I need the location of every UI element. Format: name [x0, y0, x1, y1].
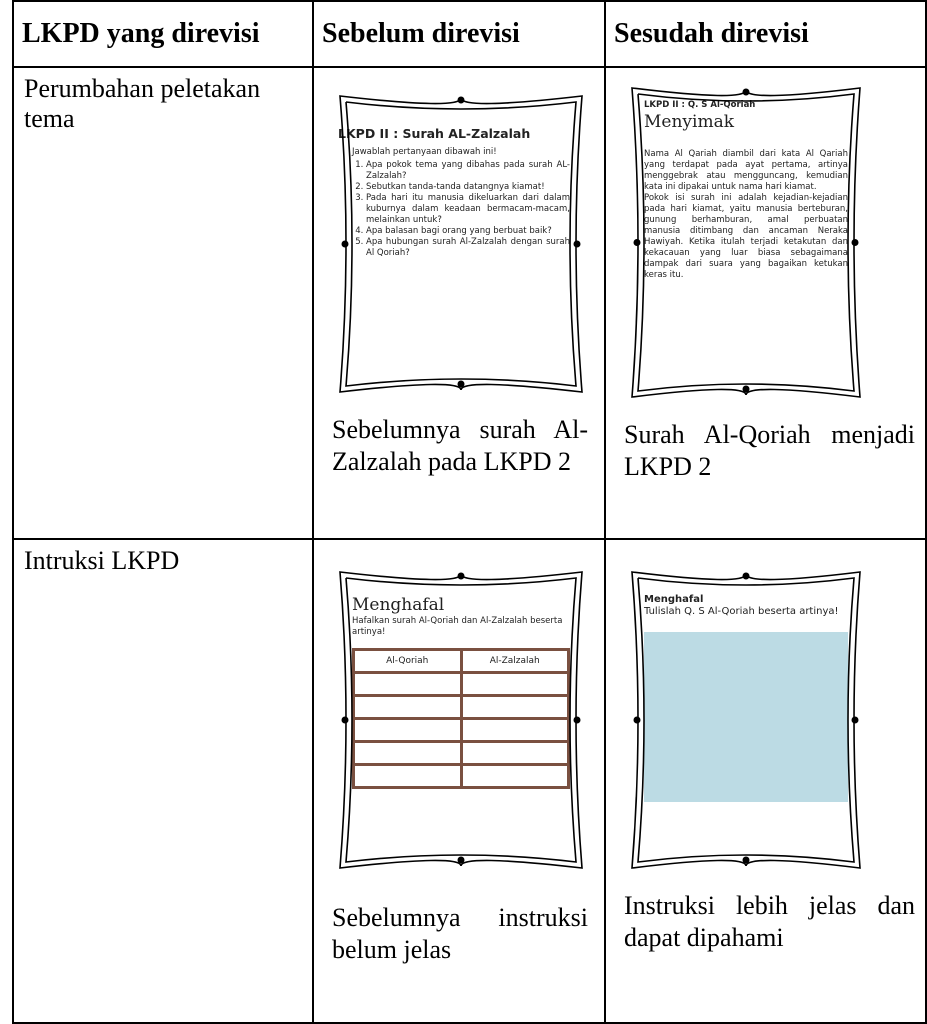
- caption: Sebelumnya surah Al-Zalzalah pada LKPD 2: [332, 415, 588, 476]
- column-header: Al-Qoriah: [352, 648, 463, 674]
- ornament: [633, 239, 641, 246]
- worksheet-title: LKPD II : Q. S Al-Qoriah: [644, 100, 756, 110]
- ornament: [341, 716, 349, 724]
- ornament: [851, 239, 859, 246]
- ornament-frame: [631, 571, 861, 869]
- row-label: Intruksi LKPD: [12, 538, 314, 1024]
- frame-line: [339, 571, 583, 869]
- ornament-frame: [339, 571, 583, 869]
- ornament: [633, 716, 641, 724]
- ornament: [457, 96, 465, 104]
- ornament: [457, 380, 465, 388]
- question: Apa pokok tema yang dibahas pada surah A…: [366, 160, 570, 182]
- header-cell: Sesudah direvisi: [604, 0, 927, 68]
- revision-table: LKPD yang direvisi Sebelum direvisi Sesu…: [12, 0, 927, 1024]
- ornament-frame: [339, 95, 583, 393]
- ornament: [573, 240, 581, 248]
- paragraph: Pokok isi surah ini adalah kejadian-keja…: [644, 193, 848, 280]
- worksheet: LKPD II : Surah AL-Zalzalah Jawablah per…: [332, 88, 590, 400]
- ornament: [573, 716, 581, 724]
- worksheet: Menghafal Tulislah Q. S Al-Qoriah besert…: [624, 564, 868, 876]
- row-label: Perumbahan peletakan tema: [12, 66, 314, 540]
- caption: Sebelumnya instruksi belum jelas: [332, 903, 588, 964]
- paragraph: Nama Al Qariah diambil dari kata Al Qari…: [644, 149, 848, 192]
- ornament: [742, 572, 750, 580]
- frame-line: [631, 87, 861, 398]
- header-cell: Sebelum direvisi: [312, 0, 606, 68]
- worksheet-heading: Menghafal: [644, 594, 704, 605]
- worksheet-heading: Menghafal: [352, 595, 445, 615]
- frame-line: [631, 571, 861, 869]
- question: Pada hari itu manusia dikeluarkan dari d…: [366, 193, 570, 226]
- worksheet-title: LKPD II : Surah AL-Zalzalah: [338, 126, 531, 141]
- memorize-table: Al-Qoriah Al-Zalzalah: [352, 648, 570, 789]
- worksheet-text: Hafalkan surah Al-Qoriah dan Al-Zalzalah…: [352, 616, 563, 637]
- header-row: LKPD yang direvisi Sebelum direvisi Sesu…: [12, 0, 927, 68]
- worksheet: Menghafal Hafalkan surah Al-Qoriah dan A…: [332, 564, 590, 876]
- ornament: [742, 88, 750, 96]
- answer-area: [644, 632, 848, 802]
- worksheet-intro: Jawablah pertanyaan dibawah ini!: [352, 147, 497, 157]
- ornament: [457, 572, 465, 580]
- cell: Menghafal Hafalkan surah Al-Qoriah dan A…: [312, 538, 606, 1024]
- frame-line: [339, 95, 583, 393]
- row: Intruksi LKPD Menghafal Hafalkan surah A…: [12, 538, 927, 1024]
- cell: LKPD II : Q. S Al-Qoriah Menyimak Nama A…: [604, 66, 927, 540]
- ornament: [457, 856, 465, 864]
- row: Perumbahan peletakan tema LKPD II : Sura…: [12, 66, 927, 540]
- cell: LKPD II : Surah AL-Zalzalah Jawablah per…: [312, 66, 606, 540]
- question-list: Apa pokok tema yang dibahas pada surah A…: [352, 160, 570, 259]
- ornament: [851, 716, 859, 724]
- caption: Surah Al-Qoriah menjadi LKPD 2: [624, 420, 915, 481]
- worksheet: LKPD II : Q. S Al-Qoriah Menyimak Nama A…: [624, 80, 868, 405]
- ornament-frame: [631, 87, 861, 398]
- header-cell: LKPD yang direvisi: [12, 0, 314, 68]
- question: Apa hubungan surah Al-Zalzalah dengan su…: [366, 237, 570, 259]
- worksheet-heading: Menyimak: [644, 112, 735, 132]
- ornament: [742, 385, 750, 393]
- cell: Menghafal Tulislah Q. S Al-Qoriah besert…: [604, 538, 927, 1024]
- ornament: [742, 856, 750, 864]
- caption: Instruksi lebih jelas dan dapat dipahami: [624, 891, 915, 952]
- column-header: Al-Zalzalah: [459, 648, 570, 674]
- question: Apa balasan bagi orang yang berbuat baik…: [366, 226, 570, 237]
- question: Sebutkan tanda-tanda datangnya kiamat!: [366, 182, 570, 193]
- worksheet-text: Tulislah Q. S Al-Qoriah beserta artinya!: [644, 606, 839, 617]
- ornament: [341, 240, 349, 248]
